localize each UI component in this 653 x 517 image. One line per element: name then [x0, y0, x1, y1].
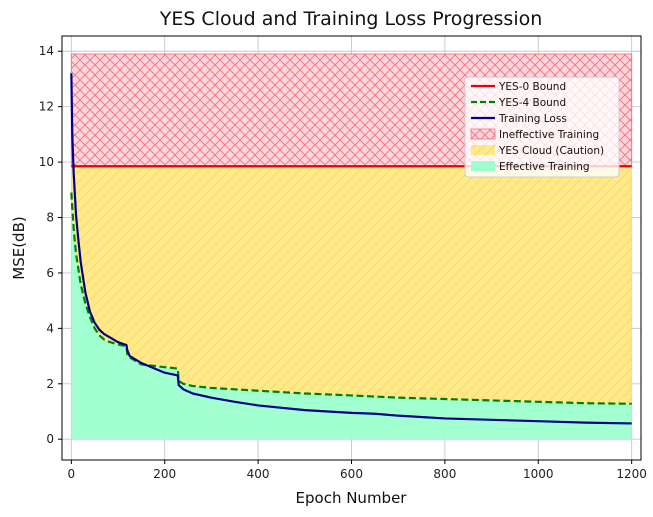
x-tick-label: 400	[247, 467, 270, 481]
x-tick-label: 1000	[523, 467, 554, 481]
region-yes-cloud-hatch	[71, 166, 632, 404]
legend-label-effective: Effective Training	[499, 161, 590, 173]
y-tick-label: 0	[46, 432, 54, 446]
legend-label-yes0: YES-0 Bound	[498, 81, 566, 93]
legend-swatch-cloud-hatch	[471, 145, 495, 155]
x-tick-label: 600	[340, 467, 363, 481]
x-tick-label: 0	[68, 467, 76, 481]
y-tick-label: 6	[46, 266, 54, 280]
y-tick-label: 14	[39, 44, 54, 58]
y-tick-label: 12	[39, 100, 54, 114]
axes: 0 200 400 600 800 1000 1200 0 2 4 6 8 10 12 14	[39, 44, 647, 481]
legend-label-yes4: YES-4 Bound	[498, 97, 566, 109]
legend-swatch-effective	[471, 161, 495, 171]
legend-label-ineffective: Ineffective Training	[499, 129, 599, 141]
y-tick-label: 2	[46, 377, 54, 391]
legend-label-cloud: YES Cloud (Caution)	[498, 145, 604, 157]
chart-title: YES Cloud and Training Loss Progression	[159, 8, 543, 30]
region-effective-training	[71, 192, 632, 440]
x-tick-label: 800	[433, 467, 456, 481]
legend: YES-0 Bound YES-4 Bound Training Loss In…	[464, 76, 620, 178]
legend-swatch-ineffective-hatch	[471, 129, 495, 139]
x-tick-label: 1200	[616, 467, 647, 481]
legend-box	[464, 76, 620, 178]
y-axis-label: MSE(dB)	[10, 216, 28, 279]
x-axis-label: Epoch Number	[296, 489, 408, 507]
x-tick-label: 200	[153, 467, 176, 481]
y-tick-label: 4	[46, 321, 54, 335]
legend-label-training: Training Loss	[498, 113, 567, 125]
series-line-yes4-bound	[70, 192, 632, 405]
y-tick-label: 8	[46, 211, 54, 225]
series-line-training-loss	[70, 73, 632, 425]
y-tick-label: 10	[39, 155, 54, 169]
